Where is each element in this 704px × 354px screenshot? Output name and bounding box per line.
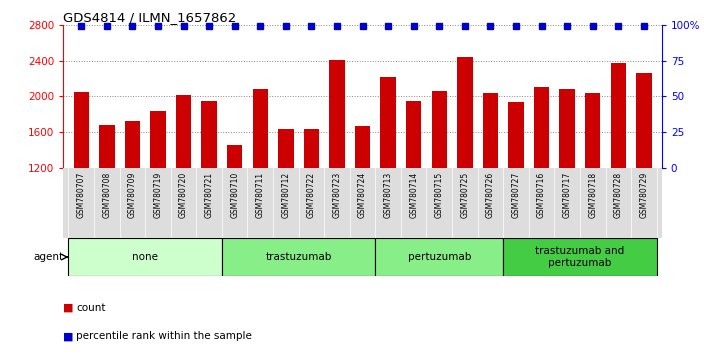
Bar <box>375 238 503 276</box>
Text: GSM780725: GSM780725 <box>460 171 470 218</box>
Bar <box>508 102 524 168</box>
Text: trastuzumab: trastuzumab <box>265 252 332 262</box>
Bar <box>585 93 601 168</box>
Bar <box>457 57 472 168</box>
Text: GSM780714: GSM780714 <box>409 171 418 218</box>
Bar <box>222 238 375 276</box>
Bar <box>560 89 574 168</box>
Text: GSM780726: GSM780726 <box>486 171 495 218</box>
Text: count: count <box>76 303 106 313</box>
Bar <box>303 129 319 168</box>
Bar <box>329 60 345 168</box>
Text: ■: ■ <box>63 331 77 341</box>
Bar <box>253 89 268 168</box>
Text: GSM780716: GSM780716 <box>537 171 546 218</box>
Bar <box>176 95 191 168</box>
Text: agent: agent <box>34 252 63 262</box>
Bar <box>68 238 222 276</box>
Text: pertuzumab: pertuzumab <box>408 252 471 262</box>
Text: GSM780707: GSM780707 <box>77 171 86 218</box>
Bar <box>406 101 422 168</box>
Bar <box>227 145 242 168</box>
Text: GSM780723: GSM780723 <box>332 171 341 218</box>
Text: GSM780715: GSM780715 <box>435 171 444 218</box>
Text: GDS4814 / ILMN_1657862: GDS4814 / ILMN_1657862 <box>63 11 237 24</box>
Text: GSM780727: GSM780727 <box>512 171 520 218</box>
Bar <box>125 121 140 168</box>
Bar <box>201 101 217 168</box>
Bar <box>278 129 294 168</box>
Text: GSM780729: GSM780729 <box>639 171 648 218</box>
Bar <box>380 77 396 168</box>
Bar <box>503 238 657 276</box>
Text: GSM780710: GSM780710 <box>230 171 239 218</box>
Bar <box>610 63 626 168</box>
Text: GSM780711: GSM780711 <box>256 171 265 218</box>
Bar <box>483 93 498 168</box>
Text: GSM780712: GSM780712 <box>282 171 290 218</box>
Text: GSM780719: GSM780719 <box>153 171 163 218</box>
Text: GSM780717: GSM780717 <box>562 171 572 218</box>
Text: trastuzumab and
pertuzumab: trastuzumab and pertuzumab <box>535 246 624 268</box>
Bar <box>99 125 115 168</box>
Text: GSM780724: GSM780724 <box>358 171 367 218</box>
Text: GSM780722: GSM780722 <box>307 171 316 218</box>
Text: GSM780721: GSM780721 <box>205 171 213 218</box>
Bar <box>636 73 651 168</box>
Bar <box>74 92 89 168</box>
Bar <box>534 87 549 168</box>
Bar <box>151 111 165 168</box>
Bar <box>432 91 447 168</box>
Text: none: none <box>132 252 158 262</box>
Text: GSM780720: GSM780720 <box>179 171 188 218</box>
Text: percentile rank within the sample: percentile rank within the sample <box>76 331 252 341</box>
Text: ■: ■ <box>63 303 77 313</box>
Text: GSM780708: GSM780708 <box>102 171 111 218</box>
Text: GSM780713: GSM780713 <box>384 171 393 218</box>
Bar <box>355 126 370 168</box>
Text: GSM780718: GSM780718 <box>589 171 597 218</box>
Text: GSM780709: GSM780709 <box>128 171 137 218</box>
Text: GSM780728: GSM780728 <box>614 171 623 218</box>
